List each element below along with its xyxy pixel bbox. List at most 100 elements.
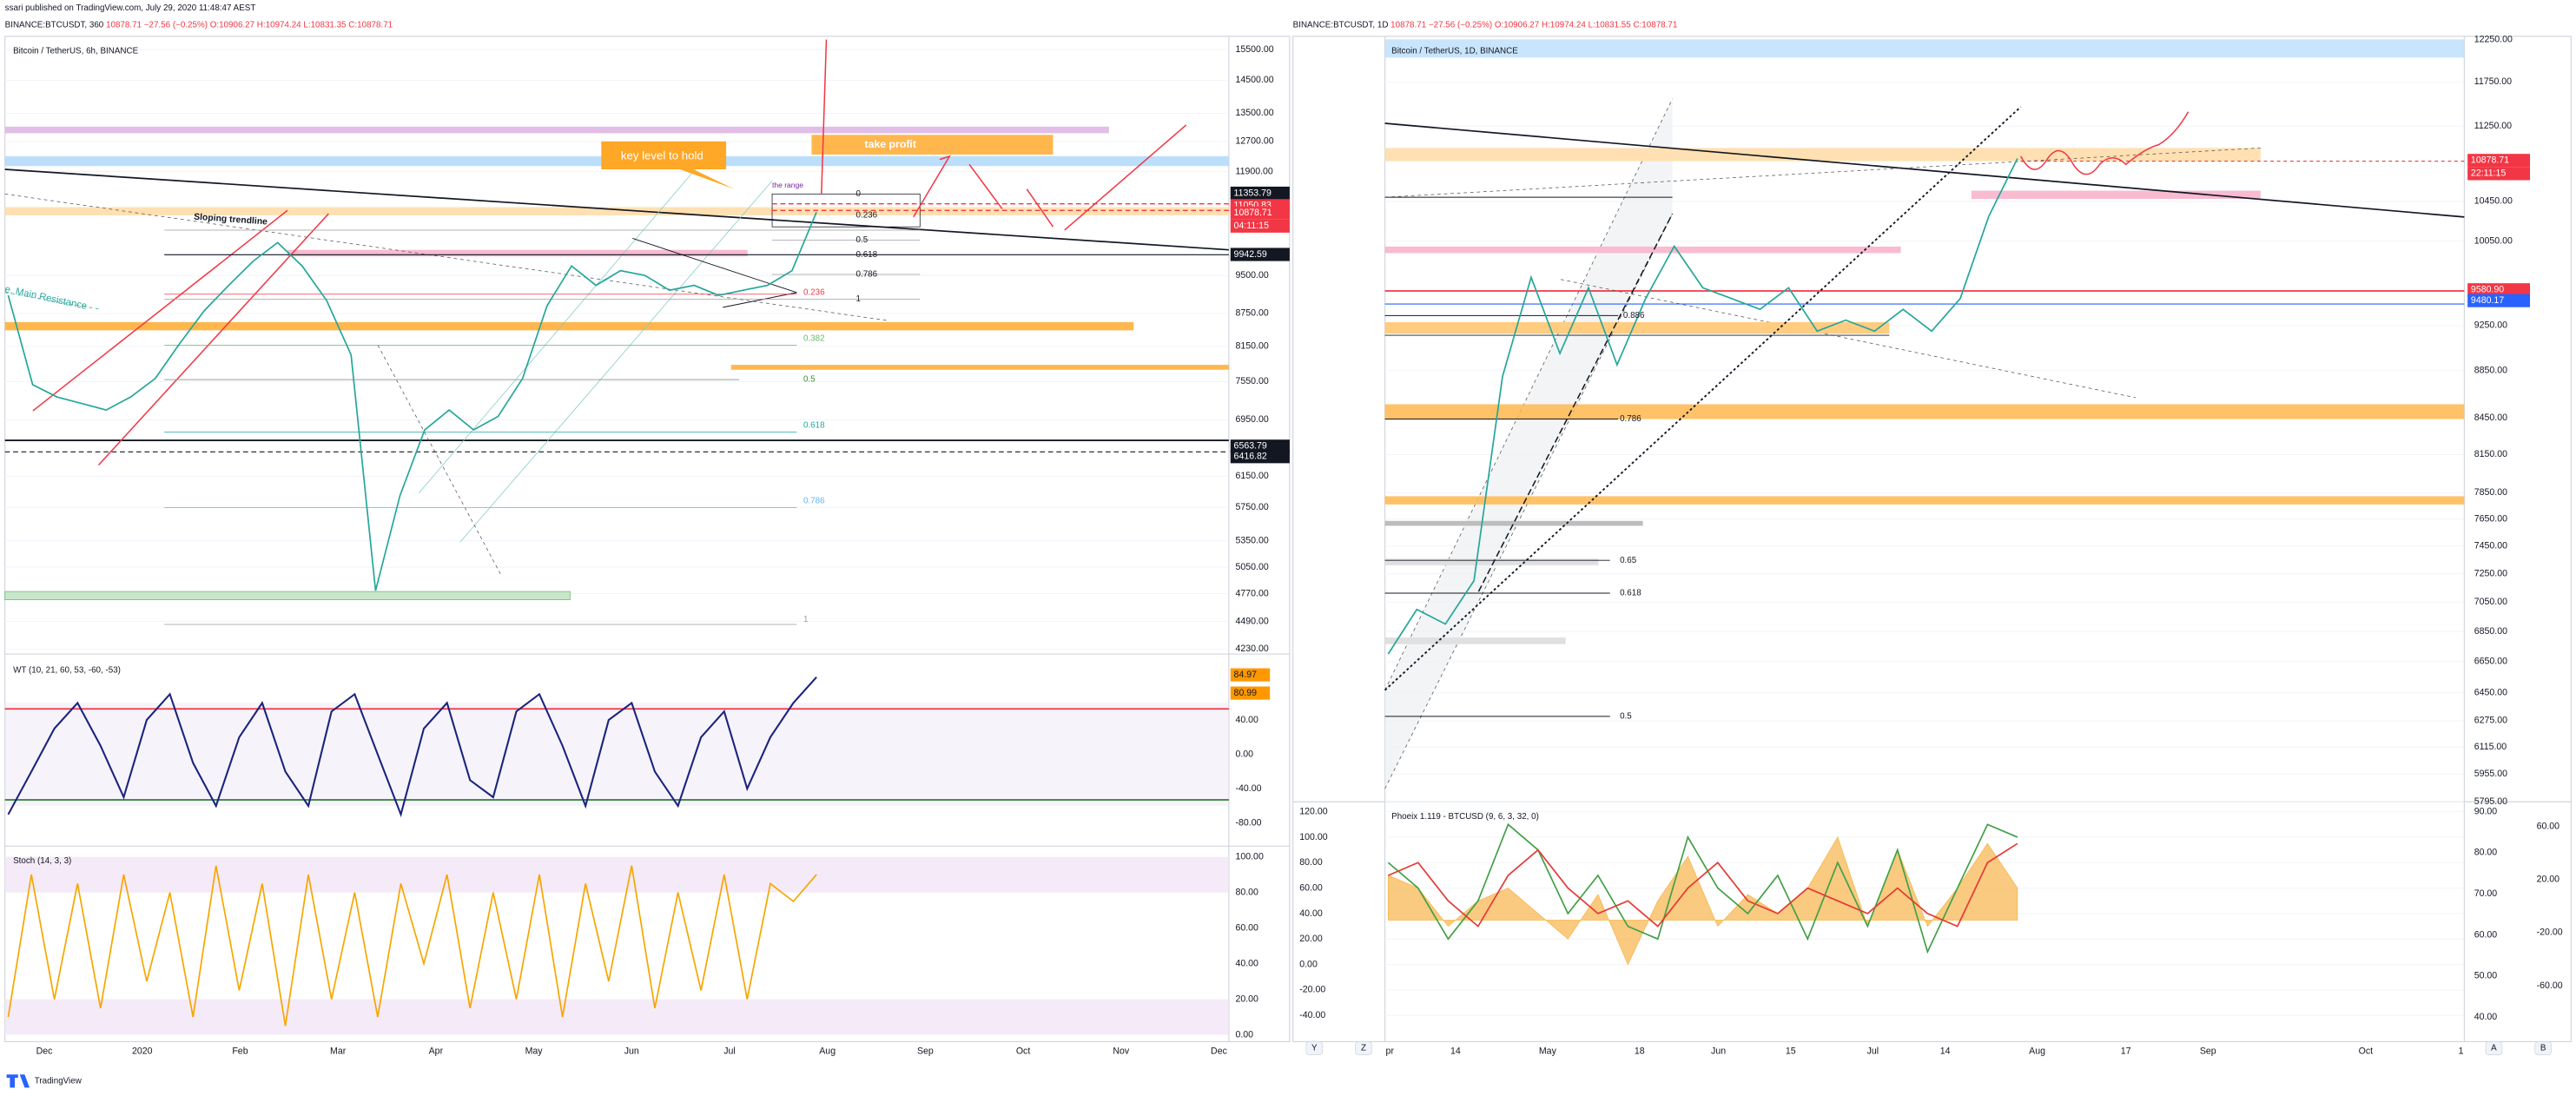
- left-legend: BINANCE:BTCUSDT, 360 10878.71 −27.56 (−0…: [5, 20, 393, 30]
- y-tick-label: 7850.00: [2474, 487, 2507, 498]
- low: L:10831.55: [1589, 20, 1632, 30]
- y-tick-label: 6275.00: [2474, 716, 2507, 726]
- zone: [1384, 39, 2465, 58]
- open: O:10906.27: [1495, 20, 1539, 30]
- y-tick-label: 6115.00: [2474, 742, 2507, 752]
- zone: [1384, 246, 1901, 254]
- y-tick-label: -80.00: [1235, 817, 1261, 828]
- fib-label: 0.618: [856, 250, 878, 260]
- x-tick-label: Jun: [1711, 1046, 1726, 1057]
- y-tick-label: 80.00: [1299, 857, 1323, 868]
- y-tick-label: 5350.00: [1235, 535, 1268, 545]
- y-tick-label: 5050.00: [1235, 562, 1268, 572]
- price-tag: [1230, 450, 1290, 464]
- arrow: [913, 155, 952, 218]
- price-tag-label: 9942.59: [1234, 249, 1267, 260]
- toolbar-button-label[interactable]: A: [2491, 1044, 2497, 1053]
- fib-label: 0.236: [856, 211, 878, 221]
- wt-line: [7, 676, 817, 818]
- y-tick-label: 60.00: [1299, 882, 1323, 893]
- y-tick-label: 13500.00: [1235, 108, 1273, 118]
- y-tick-label: 5955.00: [2474, 769, 2507, 779]
- y-tick-label: 7050.00: [2474, 597, 2507, 607]
- zone: [1384, 321, 1890, 334]
- price-tag: [2467, 154, 2531, 168]
- triangle: [723, 292, 797, 308]
- toolbar-button[interactable]: [2485, 1041, 2503, 1055]
- zone: [4, 321, 1134, 331]
- y-tick-label: 14500.00: [1235, 75, 1273, 85]
- y-tick-label: 9250.00: [2474, 320, 2507, 331]
- price-tag: [2467, 294, 2531, 307]
- toolbar-button[interactable]: [2534, 1041, 2553, 1055]
- pane-title: Phoeix 1.119 - BTCUSD (9, 6, 3, 32, 0): [1391, 812, 1539, 822]
- x-tick-label: Sep: [917, 1046, 934, 1057]
- zone: [4, 126, 1109, 134]
- y-tick-label: 40.00: [2474, 1012, 2498, 1022]
- y-tick-label: 40.00: [1235, 958, 1258, 968]
- x-tick-label: Mar: [330, 1046, 347, 1057]
- price-tag-label: 6563.79: [1234, 441, 1267, 452]
- symbol: BINANCE:BTCUSDT, 360: [5, 20, 104, 30]
- y-tick-label: 70.00: [2474, 888, 2498, 899]
- open: O:10906.27: [210, 20, 254, 30]
- value-tag: [1230, 686, 1271, 700]
- x-tick-label: 17: [2121, 1046, 2131, 1057]
- x-tick-label: 14: [1940, 1046, 1951, 1057]
- chart-title: Bitcoin / TetherUS, 6h, BINANCE: [13, 46, 138, 56]
- x-tick-label: Oct: [1016, 1046, 1031, 1057]
- high: H:10974.24: [1542, 20, 1586, 30]
- y-tick-label: -20.00: [2537, 928, 2563, 938]
- take-profit-box: [811, 135, 1054, 155]
- y-tick-label: 6850.00: [2474, 626, 2507, 637]
- y-tick-label: 7250.00: [2474, 568, 2507, 578]
- y-tick-label: 20.00: [1299, 934, 1323, 944]
- y-tick-label: 40.00: [1299, 908, 1323, 919]
- footer-brand: TradingView: [35, 1076, 83, 1086]
- pane-title: WT (10, 21, 60, 53, -60, -53): [13, 666, 121, 676]
- y-tick-label: 100.00: [1235, 851, 1263, 862]
- x-tick-label: Nov: [1113, 1046, 1130, 1057]
- y-tick-label: 0.00: [1235, 749, 1253, 759]
- toolbar-button-label[interactable]: Z: [1361, 1044, 1366, 1053]
- y-tick-label: 6950.00: [1235, 414, 1268, 425]
- toolbar-button-label[interactable]: B: [2540, 1044, 2546, 1053]
- y-tick-label: 100.00: [1299, 832, 1327, 842]
- fib-label: 0.786: [803, 497, 825, 506]
- arrow: [821, 39, 828, 195]
- high: H:10974.24: [257, 20, 301, 30]
- value-tag-label: 84.97: [1234, 670, 1258, 680]
- left-frame: [4, 36, 1291, 1042]
- y-tick-label: 10050.00: [2474, 235, 2513, 246]
- band: [4, 856, 1229, 893]
- y-tick-label: 40.00: [1235, 715, 1258, 725]
- countdown: 04:11:15: [1234, 221, 1270, 231]
- y-tick-label: 11250.00: [2474, 121, 2512, 131]
- projection: [2019, 111, 2190, 175]
- price-tag-label: 9580.90: [2471, 285, 2504, 295]
- toolbar-button[interactable]: [1305, 1041, 1324, 1055]
- x-tick-label: Sep: [2200, 1046, 2216, 1057]
- x-tick-label: Aug: [819, 1046, 836, 1057]
- price-tag-label: 10878.71: [2471, 155, 2509, 166]
- low: L:10831.35: [303, 20, 347, 30]
- y-tick-label: 4230.00: [1235, 644, 1268, 654]
- y-tick-label: 0.00: [1299, 959, 1318, 969]
- fib-label: 0.382: [803, 333, 825, 343]
- value-tag: [1230, 668, 1271, 682]
- y-tick-label: 20.00: [1235, 994, 1258, 1004]
- toolbar-button[interactable]: [1355, 1041, 1372, 1055]
- zone: [1384, 520, 1643, 526]
- y-tick-label: 8150.00: [2474, 449, 2507, 459]
- y-tick-label: 4490.00: [1235, 616, 1268, 626]
- callout-text: key level to hold: [621, 149, 703, 162]
- y-tick-label: 6150.00: [1235, 471, 1268, 481]
- zone: [4, 591, 571, 600]
- y-tick-label: 60.00: [2474, 929, 2498, 940]
- x-tick-label: pr: [1386, 1046, 1395, 1057]
- price-tag: [2467, 283, 2531, 297]
- toolbar-button-label[interactable]: Y: [1311, 1044, 1318, 1053]
- zone: [4, 207, 1229, 215]
- y-tick-label: 9500.00: [1235, 270, 1268, 281]
- trendline: [1384, 148, 2261, 198]
